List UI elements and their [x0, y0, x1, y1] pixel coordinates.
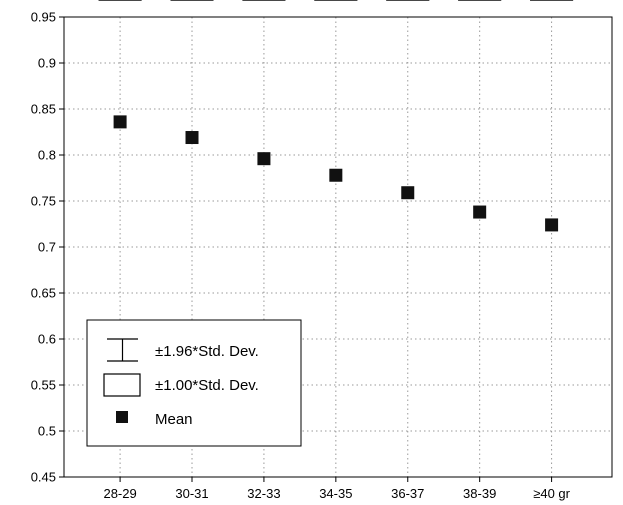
- box-group: [386, 0, 430, 200]
- mean-marker: [257, 152, 271, 166]
- y-tick-label: 0.6: [38, 332, 56, 347]
- y-tick-label: 0.5: [38, 424, 56, 439]
- box-group: [530, 0, 574, 232]
- box-group: [170, 0, 214, 145]
- y-axis: 0.45 0.5 0.55 0.6 0.65 0.7 0.75 0.8 0.85 0.9 0.95: [31, 10, 64, 485]
- legend-box-symbol: [103, 373, 141, 397]
- x-tick-label: 34-35: [319, 486, 352, 501]
- y-tick-label: 0.65: [31, 286, 56, 301]
- x-tick-label: 28-29: [103, 486, 136, 501]
- box-group: [242, 0, 286, 166]
- y-tick-label: 0.8: [38, 148, 56, 163]
- mean-marker: [401, 186, 415, 200]
- mean-marker: [473, 205, 487, 219]
- mean-marker: [185, 131, 199, 145]
- x-tick-label: ≥40 gr: [533, 486, 570, 501]
- box-group: [458, 0, 502, 219]
- mean-marker: [545, 218, 559, 232]
- x-tick-label: 38-39: [463, 486, 496, 501]
- x-tick-label: 36-37: [391, 486, 424, 501]
- box-series: [98, 0, 574, 232]
- x-tick-label: 32-33: [247, 486, 280, 501]
- y-tick-label: 0.7: [38, 240, 56, 255]
- y-tick-label: 0.55: [31, 378, 56, 393]
- legend-label-box: ±1.00*Std. Dev.: [155, 377, 259, 394]
- plot-frame: [63, 16, 613, 478]
- y-tick-label: 0.9: [38, 56, 56, 71]
- box-group: [98, 0, 142, 129]
- x-axis: 28-29 30-31 32-33 34-35 36-37 38-39 ≥40 gr: [103, 477, 571, 501]
- mean-marker: [329, 168, 343, 182]
- y-tick-label: 0.75: [31, 194, 56, 209]
- x-tick-label: 30-31: [175, 486, 208, 501]
- y-tick-label: 0.95: [31, 10, 56, 25]
- legend: ±1.96*Std. Dev. ±1.00*Std. Dev. Mean: [86, 319, 302, 447]
- legend-label-whisker: ±1.96*Std. Dev.: [155, 343, 259, 360]
- y-tick-label: 0.85: [31, 102, 56, 117]
- legend-whisker-symbol: [107, 338, 138, 362]
- box-group: [314, 0, 358, 182]
- mean-marker: [113, 115, 127, 129]
- legend-label-mean: Mean: [155, 411, 193, 428]
- y-tick-label: 0.45: [31, 470, 56, 485]
- legend-mean-symbol: [116, 411, 128, 423]
